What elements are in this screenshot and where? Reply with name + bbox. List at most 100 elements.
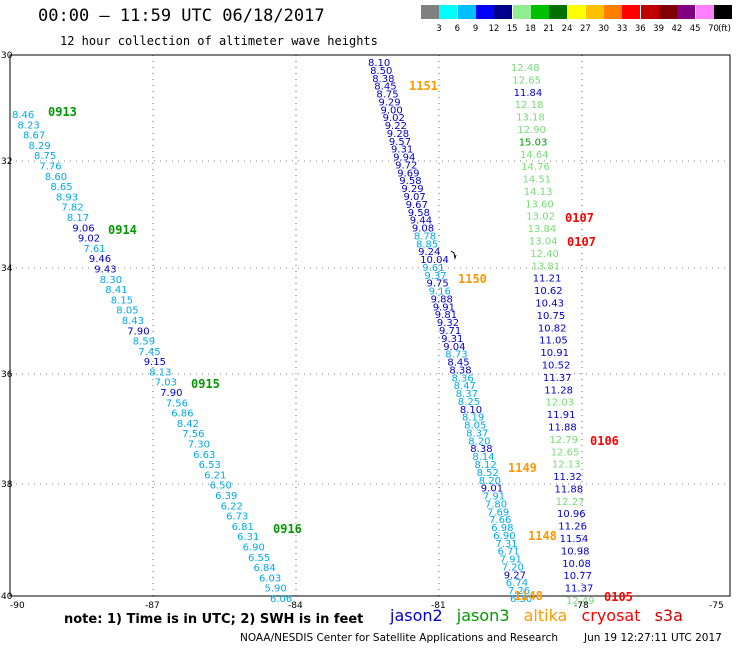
wave-height-value: 7.26 [508, 586, 530, 597]
scale-swatch [494, 5, 514, 19]
wave-height-value: 9.16 [429, 287, 451, 298]
scale-label: 21 [543, 24, 555, 34]
wave-height-value: 7.31 [495, 539, 517, 550]
wave-height-value: 6.86 [171, 409, 193, 420]
wave-height-value: 9.28 [387, 129, 409, 140]
wave-height-value: 8.23 [18, 120, 40, 131]
wave-height-value: 9.94 [393, 153, 415, 164]
wave-height-value: 6.03 [259, 573, 281, 584]
wave-height-value: 11.26 [558, 522, 587, 533]
wave-height-value: 12.90 [517, 125, 546, 136]
wave-height-value: 8.73 [445, 350, 467, 361]
wave-height-value: 8.75 [376, 90, 398, 101]
wave-height-value: 9.02 [383, 113, 405, 124]
timestamp: Jun 19 12:27:11 UTC 2017 [584, 632, 722, 644]
wave-height-value: 9.29 [401, 184, 423, 195]
wave-height-value: 9.15 [144, 357, 166, 368]
wave-height-value: 8.45 [447, 358, 469, 369]
wave-height-value: 8.17 [67, 213, 89, 224]
wave-height-value: 9.22 [385, 121, 407, 132]
wave-height-value: 6.06 [270, 594, 292, 605]
wave-height-value: 6.90 [243, 543, 265, 554]
wave-height-value: 9.75 [427, 279, 449, 290]
scale-swatch [549, 5, 569, 19]
wave-height-value: 7.91 [500, 555, 522, 566]
wave-height-value: 12.27 [556, 497, 585, 508]
wave-height-value: 10.08 [562, 559, 591, 570]
credit-text: NOAA/NESDIS Center for Satellite Applica… [240, 632, 558, 644]
wave-height-value: 8.20 [479, 476, 501, 487]
wave-height-value: 8.14 [472, 452, 494, 463]
x-tick-label: -78 [574, 601, 589, 611]
wave-height-value: 7.80 [485, 499, 507, 510]
scale-label: 9 [472, 24, 479, 34]
x-tick-label: -90 [10, 601, 25, 611]
wave-height-value: 9.01 [481, 484, 503, 495]
scale-swatch [658, 5, 678, 19]
wave-height-value: 8.60 [45, 172, 67, 183]
wave-height-value: 8.42 [177, 419, 199, 430]
wave-height-value: 9.31 [391, 145, 413, 156]
wave-height-value: 8.20 [468, 436, 490, 447]
legend-jason3: jason3 [456, 606, 510, 625]
wave-height-value: 9.81 [435, 310, 457, 321]
wave-height-value: 14.64 [520, 150, 549, 161]
wave-height-value: 9.71 [439, 326, 461, 337]
wave-height-value: 6.74 [506, 578, 528, 589]
legend-s3a: s3a [654, 606, 683, 625]
pass-label-altika: 1148 [514, 589, 543, 603]
wave-height-value: 9.58 [408, 208, 430, 219]
wave-height-value: 11.21 [533, 274, 562, 285]
scale-swatch [421, 5, 440, 19]
scale-swatch [695, 5, 715, 19]
wave-height-value: 6.90 [493, 531, 515, 542]
wave-height-value: 10.77 [563, 571, 592, 582]
scale-swatch [622, 5, 642, 19]
wave-height-value: 15.03 [519, 137, 548, 148]
y-tick-label: 36 [1, 370, 13, 380]
wave-height-value: 9.43 [94, 265, 116, 276]
wave-height-value: 7.56 [182, 429, 204, 440]
wave-height-value: 8.43 [122, 316, 144, 327]
wave-height-value: 7.61 [83, 244, 105, 255]
pass-label-cryosat: 0106 [590, 434, 619, 448]
page-title: 00:00 – 11:59 UTC 06/18/2017 [38, 6, 325, 26]
wave-height-value: 8.13 [149, 367, 171, 378]
coastline [450, 250, 457, 260]
wave-height-value: 9.91 [433, 302, 455, 313]
scale-swatch [604, 5, 623, 19]
wave-height-value: 7.03 [155, 378, 177, 389]
pass-label-cryosat: 0105 [604, 590, 633, 604]
wave-height-value: 9.37 [424, 271, 446, 282]
y-tick-label: 30 [1, 51, 13, 61]
scale-label: 3 [436, 24, 442, 34]
wave-height-value: 10.91 [540, 348, 569, 359]
wave-height-value: 10.82 [538, 323, 567, 334]
scale-swatch [677, 5, 697, 19]
scale-swatch [512, 5, 532, 19]
satellite-legend: jason2 jason3 altika cryosat s3a [390, 606, 692, 625]
wave-height-value: 6.84 [254, 563, 276, 574]
scale-swatch [713, 5, 733, 19]
wave-height-value: 12.48 [511, 63, 540, 74]
pass-label-cryosat: 0107 [565, 211, 594, 225]
scale-unit: (ft) [718, 24, 731, 34]
wave-height-value: 8.45 [374, 82, 396, 93]
wave-height-value: 10.75 [537, 311, 566, 322]
wave-height-value: 7.90 [127, 326, 149, 337]
wave-height-value: 7.76 [39, 162, 61, 173]
wave-height-value: 11.28 [544, 385, 573, 396]
scale-swatch [640, 5, 660, 19]
wave-height-value: 13.84 [528, 224, 557, 235]
y-tick-label: 38 [1, 480, 13, 490]
scale-label: 15 [506, 24, 518, 34]
wave-height-value: 10.62 [534, 286, 563, 297]
wave-height-value: 14.51 [523, 175, 552, 186]
wave-height-value: 8.67 [23, 131, 45, 142]
wave-height-value: 9.07 [404, 192, 426, 203]
x-tick-label: -81 [431, 601, 446, 611]
wave-height-value: 6.30 [510, 594, 532, 605]
wave-height-value: 9.61 [422, 263, 444, 274]
wave-height-value: 8.05 [464, 421, 486, 432]
wave-height-value: 9.04 [443, 342, 465, 353]
